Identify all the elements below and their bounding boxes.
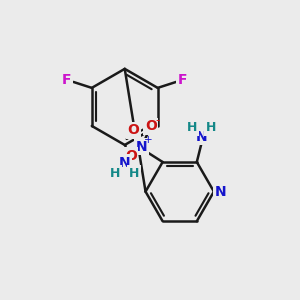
Text: O: O [145,119,157,133]
Text: F: F [178,74,188,88]
Text: H: H [110,167,120,180]
Text: O: O [125,149,137,163]
Text: N: N [119,156,130,170]
Text: H: H [206,121,216,134]
Text: F: F [62,74,72,88]
Text: N: N [136,140,148,154]
Text: O: O [128,123,140,137]
Text: H: H [129,167,140,180]
Text: H: H [187,121,197,134]
Text: -: - [155,115,160,128]
Text: N: N [214,184,226,199]
Text: +: + [144,135,153,145]
Text: N: N [196,130,208,144]
